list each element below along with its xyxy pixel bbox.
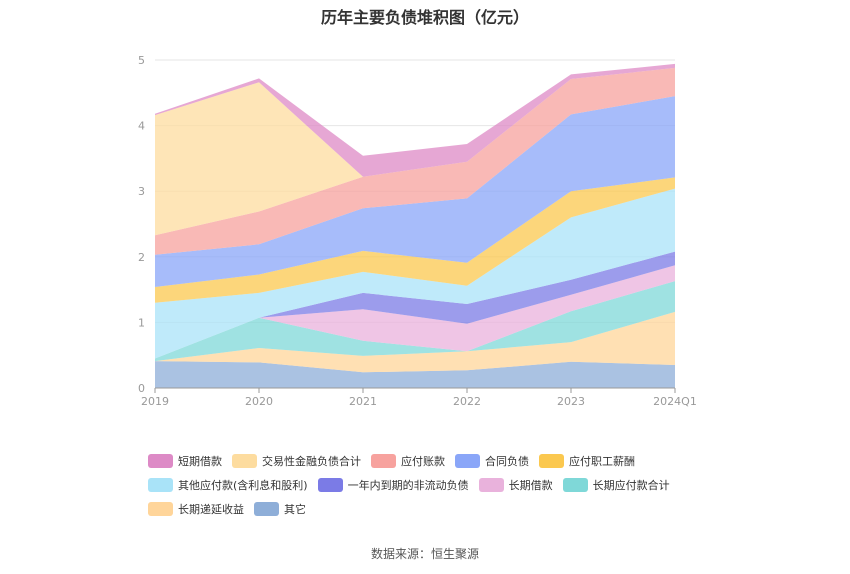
legend-item[interactable]: 交易性金融负债合计 <box>232 453 361 469</box>
legend-item[interactable]: 合同负债 <box>455 453 529 469</box>
source-note: 数据来源：恒生聚源 <box>370 547 479 561</box>
legend-label: 长期借款 <box>508 479 553 492</box>
area-series-5 <box>155 188 675 359</box>
legend-row: 长期递延收益 其它 <box>148 497 728 521</box>
legend-swatch <box>455 454 480 468</box>
x-tick-label: 2024Q1 <box>653 395 697 408</box>
legend-swatch <box>232 454 257 468</box>
legend-item[interactable]: 长期借款 <box>478 477 553 493</box>
area-series-7 <box>155 96 675 287</box>
x-tick-label: 2020 <box>245 395 273 408</box>
area-series-3 <box>155 265 675 359</box>
legend-swatch <box>148 478 173 492</box>
area-series-6 <box>155 177 675 303</box>
legend-label: 应付职工薪酬 <box>569 455 635 468</box>
legend-swatch <box>317 478 343 492</box>
legend-item[interactable]: 其它 <box>254 501 306 517</box>
x-tick-label: 2021 <box>349 395 377 408</box>
y-tick-label: 2 <box>138 251 145 264</box>
area-series <box>155 63 675 388</box>
y-tick-label: 0 <box>138 382 145 395</box>
area-series-0 <box>155 361 675 388</box>
legend-label: 合同负债 <box>485 455 529 468</box>
x-tick-label: 2019 <box>141 395 169 408</box>
legend-label: 一年内到期的非流动负债 <box>347 479 469 492</box>
chart-title: 历年主要负债堆积图（亿元） <box>320 8 529 27</box>
x-tick-label: 2022 <box>453 395 481 408</box>
y-tick-label: 5 <box>138 54 145 67</box>
legend-item[interactable]: 应付职工薪酬 <box>539 453 635 469</box>
area-series-4 <box>155 251 675 359</box>
legend-item[interactable]: 长期递延收益 <box>148 501 244 517</box>
legend-label: 长期应付款合计 <box>592 479 670 492</box>
y-tick-label: 3 <box>138 185 145 198</box>
legend-swatch <box>254 502 279 516</box>
legend-label: 长期递延收益 <box>178 503 244 516</box>
legend-label: 其它 <box>284 503 306 516</box>
legend-row: 短期借款 交易性金融负债合计 应付账款 合同负债 应付职工薪酬 <box>148 449 728 473</box>
legend-item[interactable]: 一年内到期的非流动负债 <box>317 477 469 493</box>
area-series-2 <box>155 281 675 362</box>
x-tick-label: 2023 <box>557 395 585 408</box>
y-tick-label: 4 <box>138 120 145 133</box>
axes: 0 1 2 3 4 5 2019 2020 2021 2022 2023 2024Q1 <box>138 54 697 408</box>
legend-swatch <box>539 454 564 468</box>
stacked-area-chart: 0 1 2 3 4 5 2019 2020 2021 2022 2023 2024Q1 <box>138 54 697 408</box>
legend-swatch <box>371 454 396 468</box>
legend-row: 其他应付款(含利息和股利) 一年内到期的非流动负债 长期借款 长期应付款合计 <box>148 473 728 497</box>
y-tick-label: 1 <box>138 316 145 329</box>
area-series-1 <box>155 311 675 373</box>
area-series-8 <box>155 67 675 255</box>
legend-swatch <box>478 478 504 492</box>
legend-swatch <box>562 478 588 492</box>
legend-label: 应付账款 <box>401 455 445 468</box>
legend-item[interactable]: 长期应付款合计 <box>562 477 670 493</box>
legend-label: 交易性金融负债合计 <box>262 455 361 468</box>
area-series-9 <box>155 67 675 236</box>
legend-swatch <box>148 454 173 468</box>
legend-label: 其他应付款(含利息和股利) <box>178 479 308 492</box>
legend-item[interactable]: 短期借款 <box>148 453 222 469</box>
legend-item[interactable]: 其他应付款(含利息和股利) <box>148 477 308 493</box>
legend-item[interactable]: 应付账款 <box>371 453 445 469</box>
legend: 短期借款 交易性金融负债合计 应付账款 合同负债 应付职工薪酬其他应付款(含利息和股利)… <box>148 449 728 521</box>
legend-label: 短期借款 <box>178 455 222 468</box>
area-series-10 <box>155 63 675 177</box>
legend-swatch <box>148 502 173 516</box>
